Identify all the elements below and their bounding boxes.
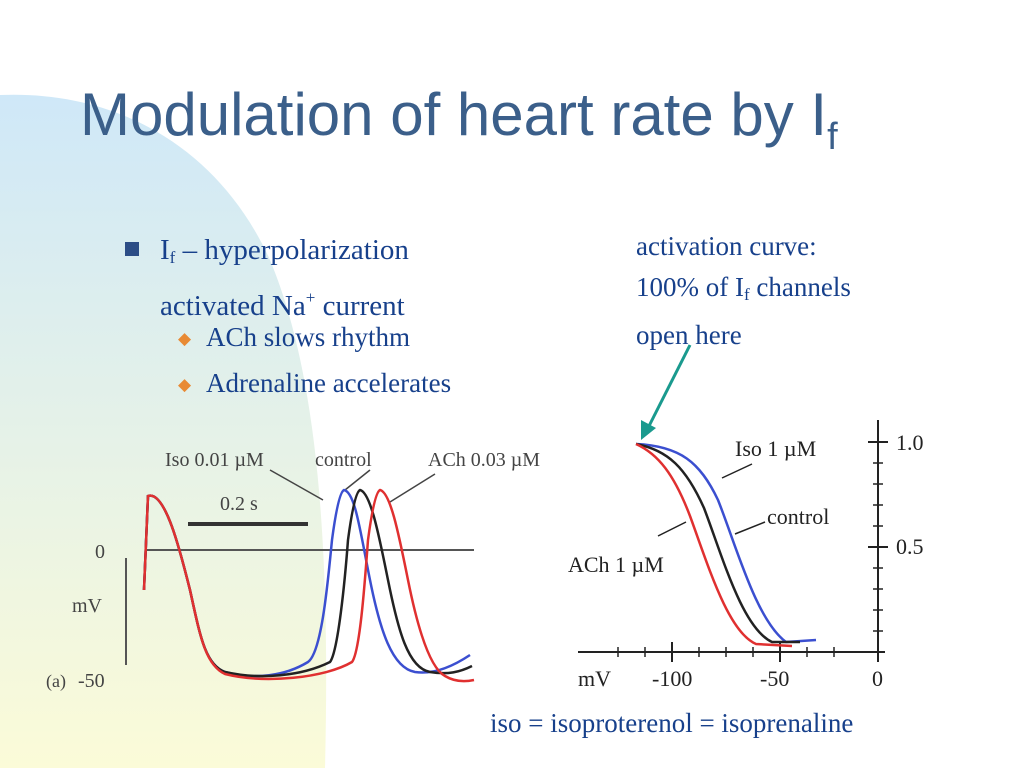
sub-bullet-adrenaline: ◆ Adrenaline accelerates bbox=[178, 366, 451, 402]
diamond-bullet-icon: ◆ bbox=[178, 329, 192, 348]
tick-label-0: 0 bbox=[872, 666, 883, 691]
bullet-square-icon bbox=[125, 242, 139, 256]
tick-label-0-5: 0.5 bbox=[896, 534, 924, 559]
label-panel: (a) bbox=[46, 671, 66, 692]
title-subscript: f bbox=[827, 116, 838, 158]
curve-label-control: control bbox=[767, 504, 829, 529]
footnote: iso = isoproterenol = isoprenaline bbox=[490, 708, 854, 738]
action-potential-figure: Iso 0.01 µM control ACh 0.03 µM 0.2 s 0 … bbox=[46, 449, 540, 692]
label-minus50: -50 bbox=[78, 670, 105, 692]
tick-label-minus100: -100 bbox=[652, 666, 692, 691]
label-mv: mV bbox=[72, 595, 103, 617]
main-bullet: If – hyperpolarization activated Na+ cur… bbox=[125, 230, 565, 326]
activation-curve-annotation: activation curve: 100% of If channels op… bbox=[636, 231, 851, 350]
activation-curve-figure: 1.0 0.5 mV -100 -50 0 Iso 1 µM control A… bbox=[568, 420, 924, 691]
label-ach: ACh 0.03 µM bbox=[428, 449, 540, 471]
label-zero: 0 bbox=[95, 541, 105, 563]
label-iso: Iso 0.01 µM bbox=[165, 449, 264, 471]
curve-label-ach: ACh 1 µM bbox=[568, 552, 664, 577]
label-control: control bbox=[315, 449, 372, 471]
slide-title: Modulation of heart rate by If bbox=[80, 81, 838, 158]
diamond-bullet-icon: ◆ bbox=[178, 375, 192, 394]
axis-unit-mv: mV bbox=[578, 666, 611, 691]
label-scale: 0.2 s bbox=[220, 493, 258, 515]
tick-label-1-0: 1.0 bbox=[896, 430, 924, 455]
sub-bullet-ach: ◆ ACh slows rhythm bbox=[178, 320, 410, 356]
curve-label-iso: Iso 1 µM bbox=[735, 436, 816, 461]
tick-label-minus50: -50 bbox=[760, 666, 789, 691]
